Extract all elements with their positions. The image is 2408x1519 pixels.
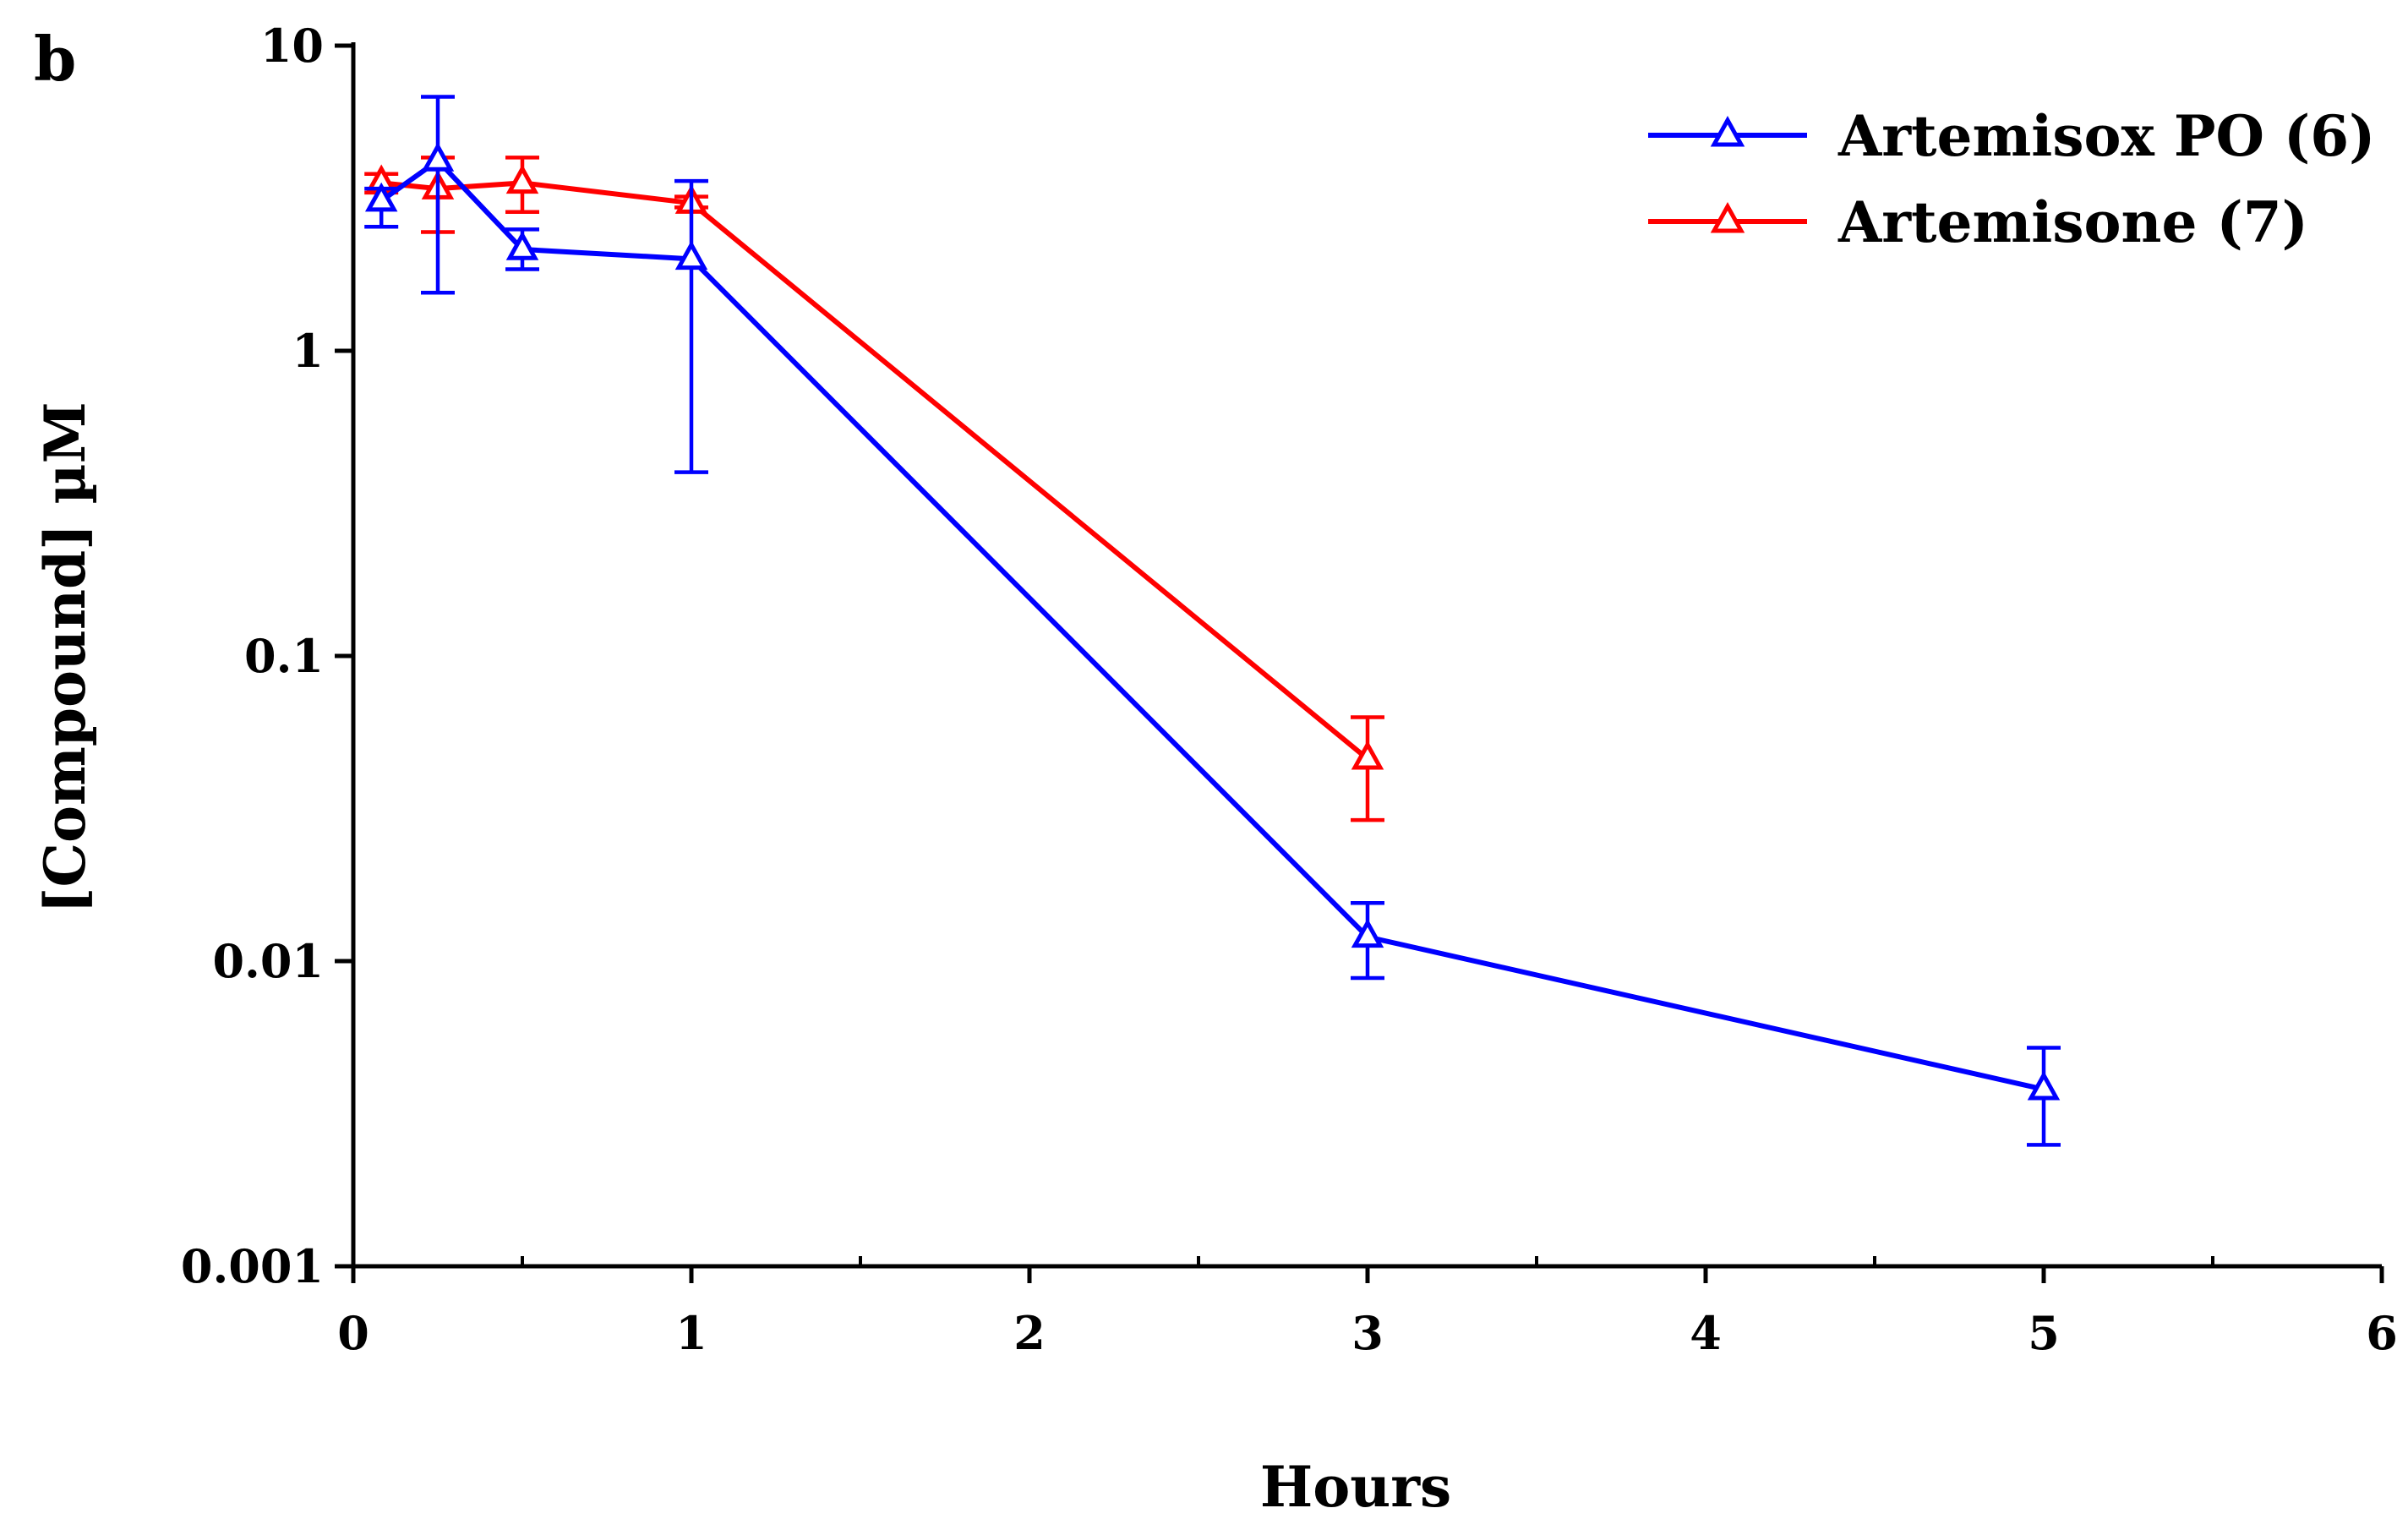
- y-axis-title: [Compound] µM: [32, 402, 98, 913]
- plot-series: [364, 95, 2061, 1147]
- y-ticks: 0.001 0.01 0.1 1 10: [181, 19, 353, 1293]
- x-tick-label: 5: [2028, 1306, 2060, 1360]
- x-ticks: 0 1 2 3 4 5 6: [337, 1256, 2398, 1360]
- data-point: [505, 231, 539, 260]
- legend: Artemisox PO (6) Artemisone (7): [1648, 103, 2375, 255]
- y-tick-label: 10: [260, 19, 324, 73]
- x-tick-label: 2: [1013, 1306, 1046, 1360]
- legend-label: Artemisone (7): [1837, 189, 2308, 255]
- data-point: [674, 240, 708, 270]
- data-point: [1351, 740, 1384, 770]
- x-tick-label: 3: [1351, 1306, 1384, 1360]
- data-point: [364, 182, 398, 212]
- y-tick-label: 0.1: [244, 629, 324, 683]
- legend-marker: [1710, 201, 1745, 233]
- x-tick-label: 6: [2366, 1306, 2398, 1360]
- legend-label: Artemisox PO (6): [1837, 103, 2375, 169]
- x-tick-label: 4: [1690, 1306, 1722, 1360]
- panel-label: b: [34, 23, 76, 95]
- x-axis-title: Hours: [1260, 1454, 1451, 1519]
- x-tick-label: 1: [675, 1306, 707, 1360]
- data-point: [2027, 1070, 2061, 1101]
- legend-marker: [1710, 115, 1745, 147]
- y-tick-label: 0.01: [212, 934, 324, 988]
- data-point: [421, 142, 455, 172]
- x-tick-label: 0: [337, 1306, 369, 1360]
- series-0: [364, 95, 2061, 1147]
- y-tick-label: 0.001: [181, 1239, 324, 1293]
- data-point: [505, 164, 539, 194]
- series-line: [379, 158, 2045, 1092]
- data-point: [1351, 918, 1384, 948]
- y-tick-label: 1: [292, 324, 324, 378]
